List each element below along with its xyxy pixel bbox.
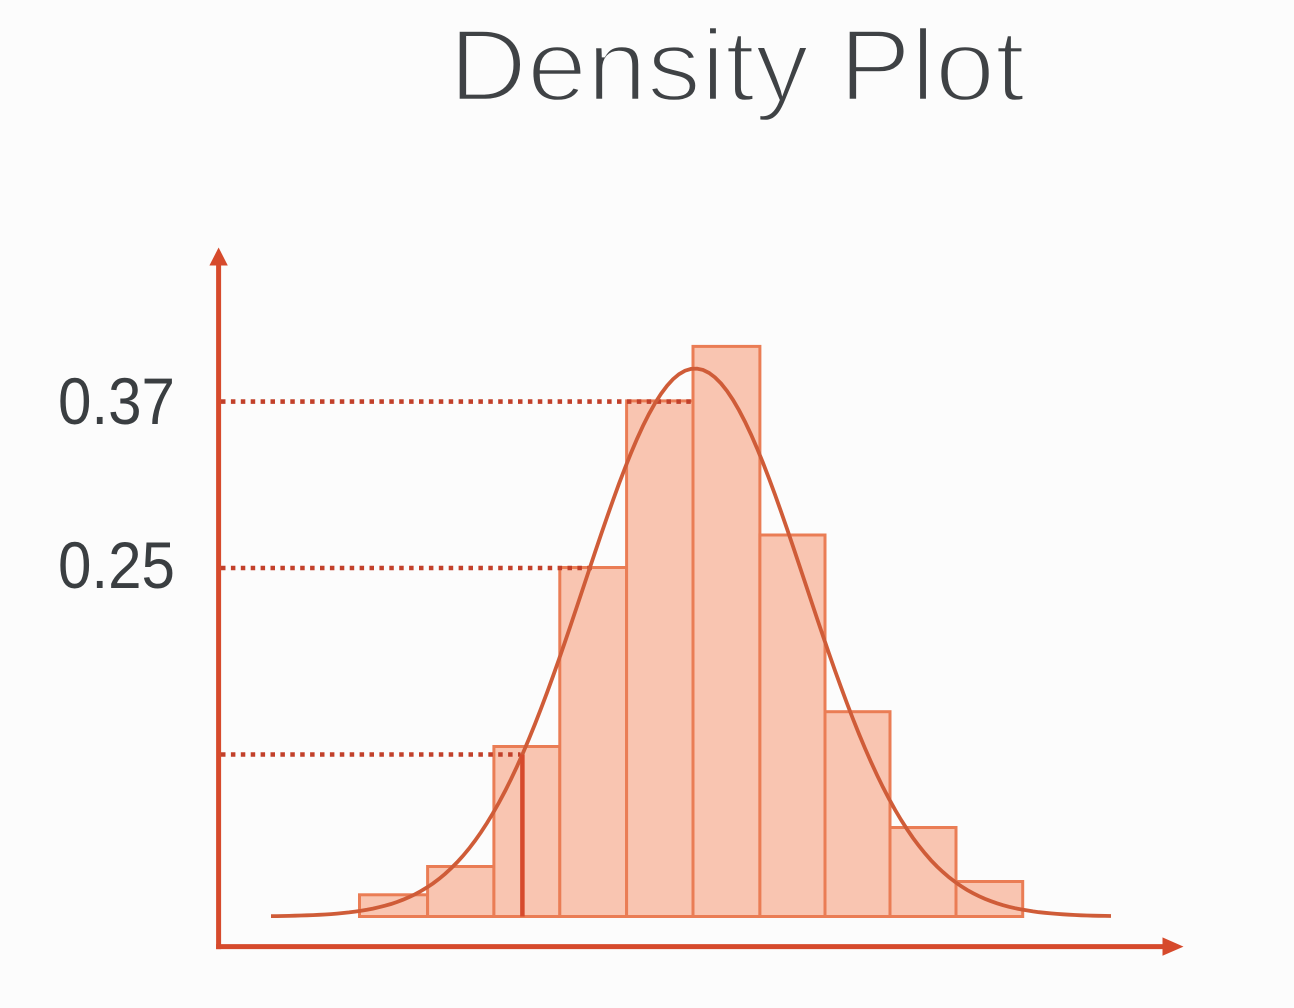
svg-text:0.25: 0.25 [58,528,175,602]
svg-text:Density Plot: Density Plot [449,9,1025,123]
svg-text:0.37: 0.37 [58,364,175,438]
